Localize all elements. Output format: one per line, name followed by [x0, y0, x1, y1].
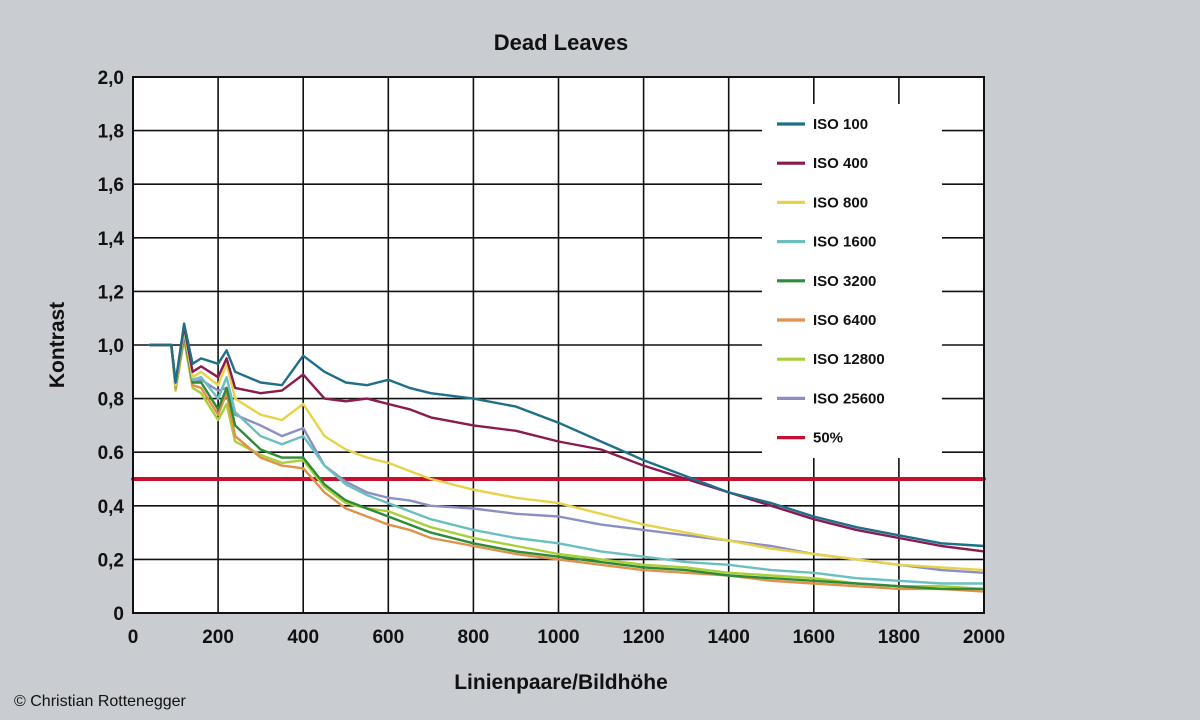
series-layer [131, 322, 986, 593]
legend-label-iso-800: ISO 800 [813, 194, 868, 211]
legend-label-iso-1600: ISO 1600 [813, 234, 876, 251]
x-tick-label: 800 [458, 627, 490, 648]
y-tick-labels: 0 0,2 0,4 0.6 0,8 1,0 1,2 1,4 1,6 1,8 2,0 [98, 68, 125, 625]
x-tick-label: 600 [372, 627, 404, 648]
y-tick-label: 1,8 [98, 122, 124, 143]
plot-border [132, 76, 985, 614]
legend-label-iso-12800: ISO 12800 [813, 351, 885, 368]
series-line-iso-3200 [148, 333, 986, 591]
series-line-iso-25600 [148, 333, 986, 574]
legend-label-iso-400: ISO 400 [813, 155, 868, 172]
chart-title: Dead Leaves [494, 30, 629, 55]
copyright-credit: © Christian Rottenegger [14, 693, 187, 710]
y-tick-label: 0.6 [98, 443, 124, 464]
x-tick-label: 1600 [793, 627, 835, 648]
legend: ISO 100 ISO 400 ISO 800 ISO 1600 ISO 3200 ISO… [777, 116, 885, 447]
legend-label-50pct: 50% [813, 430, 843, 447]
y-tick-label: 1,4 [98, 229, 125, 250]
series-line-iso-1600 [148, 330, 986, 585]
y-tick-label: 0,4 [98, 497, 125, 518]
legend-label-iso-3200: ISO 3200 [813, 273, 876, 290]
y-tick-label: 2,0 [98, 68, 124, 89]
x-tick-label: 1200 [622, 627, 664, 648]
x-tick-label: 1000 [537, 627, 579, 648]
y-tick-label: 0 [113, 604, 124, 625]
x-tick-label: 1800 [878, 627, 920, 648]
legend-label-iso-100: ISO 100 [813, 116, 868, 133]
x-tick-labels: 0 200 400 600 800 1000 1200 1400 1600 1800 2000 [128, 627, 1005, 648]
x-tick-label: 0 [128, 627, 139, 648]
x-tick-label: 400 [287, 627, 319, 648]
series-line-iso-6400 [148, 335, 986, 593]
x-tick-label: 1400 [708, 627, 750, 648]
x-axis-label: Linienpaare/Bildhöhe [454, 671, 668, 694]
x-tick-label: 2000 [963, 627, 1005, 648]
y-tick-label: 1,6 [98, 175, 124, 196]
series-line-iso-800 [148, 327, 986, 572]
y-axis-label: Kontrast [46, 302, 69, 388]
legend-label-iso-6400: ISO 6400 [813, 312, 876, 329]
x-tick-label: 200 [202, 627, 234, 648]
series-line-iso-400 [148, 325, 986, 553]
series-line-iso-12800 [148, 338, 986, 591]
legend-label-iso-25600: ISO 25600 [813, 390, 885, 407]
y-tick-label: 0,2 [98, 550, 124, 571]
y-tick-label: 1,0 [98, 336, 124, 357]
series-line-iso-100 [148, 322, 986, 548]
y-tick-label: 1,2 [98, 282, 124, 303]
y-tick-label: 0,8 [98, 390, 124, 411]
